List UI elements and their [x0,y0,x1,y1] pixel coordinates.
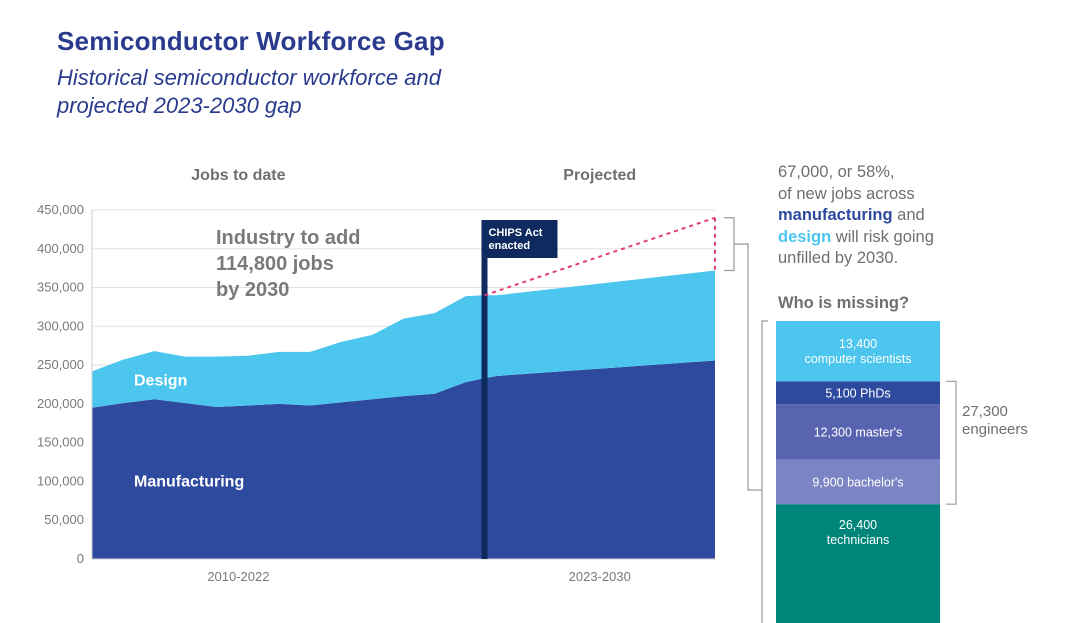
annotation-line-2: 114,800 jobs [216,253,334,275]
axis-labels: 0 50,000 100,000 150,000 200,000 250,000 300,0… [37,202,715,566]
callout-line-3: manufacturing and [778,205,1068,227]
x-tick-label-2010-2022: 2010-2022 [207,569,269,584]
y-tick-label-300000: 300,000 [37,318,84,333]
subtitle-line-2: projected 2023-2030 gap [57,93,302,118]
series-label-manufacturing: Manufacturing [134,473,244,490]
projected-demand-line [484,216,716,297]
missing-bracket [747,243,768,623]
callout-design: design [778,227,832,246]
area-design [92,270,715,408]
x-tick-label-2023-2030: 2023-2030 [569,569,631,584]
annotation-line-1: Industry to add [216,227,360,249]
bar-segment-2 [776,404,940,460]
engineers-word: engineers [962,421,1028,438]
callout-line-4-rest: will risk going [831,227,934,246]
y-tick-label-400000: 400,000 [37,241,84,256]
bar-label-0-line-2: technicians [827,533,890,547]
engineers-label: 27,300 engineers [962,403,1028,439]
chips-act-line [481,220,488,559]
bar-label-0-line-1: 26,400 [839,518,877,532]
bar-segment-4 [776,321,940,382]
chips-act-label-line-1: CHIPS Act [488,227,542,239]
gap-bracket [724,217,748,272]
callout-line-3-rest: and [892,206,925,224]
y-tick-label-250000: 250,000 [37,357,84,372]
annotation-line-3: by 2030 [216,279,289,301]
bar-segment-0 [776,504,940,623]
engineers-bracket [946,380,957,505]
y-tick-label-50000: 50,000 [44,512,84,527]
area-layers [92,270,715,559]
y-tick-label-0: 0 [77,551,84,566]
callout-line-2: of new jobs across [778,184,915,203]
subtitle-line-1: Historical semiconductor workforce and [57,65,441,90]
gap-callout: 67,000, or 58%, of new jobs across manuf… [778,162,1068,270]
chips-act-flag [481,220,558,258]
bar-segment-1 [776,459,940,505]
bar-segment-3 [776,381,940,405]
bar-label-4-line-1: 13,400 [839,337,877,351]
series-label-design: Design [134,373,187,390]
section-label-projected: Projected [563,167,636,184]
y-tick-label-350000: 350,000 [37,280,84,295]
callout-line-5: unfilled by 2030. [778,249,899,267]
bar-label-2: 12,300 master's [814,425,903,439]
callout-line-4: design will risk going [778,227,1068,249]
bar-label-4-line-2: computer scientists [805,352,912,366]
chart-subtitle: Historical semiconductor workforce and p… [57,64,557,120]
area-manufacturing [92,360,715,559]
chart-overlay: Jobs to date Projected 2010-2022 2023-20… [134,167,748,584]
who-is-missing-heading: Who is missing? [778,294,910,312]
y-tick-label-100000: 100,000 [37,473,84,488]
industry-annotation: Industry to add 114,800 jobs by 2030 [216,227,360,301]
bar-label-3: 5,100 PhDs [825,386,890,400]
y-tick-label-450000: 450,000 [37,202,84,217]
y-tick-label-150000: 150,000 [37,435,84,450]
engineers-count: 27,300 [962,403,1008,420]
section-label-jobs-to-date: Jobs to date [191,167,285,184]
chart-title: Semiconductor Workforce Gap [57,26,445,56]
chips-act-label-line-2: enacted [488,240,530,252]
callout-line-1: 67,000, or 58%, [778,163,895,181]
y-tick-label-200000: 200,000 [37,396,84,411]
bar-label-1: 9,900 bachelor's [812,475,903,489]
callout-manufacturing: manufacturing [778,206,893,224]
